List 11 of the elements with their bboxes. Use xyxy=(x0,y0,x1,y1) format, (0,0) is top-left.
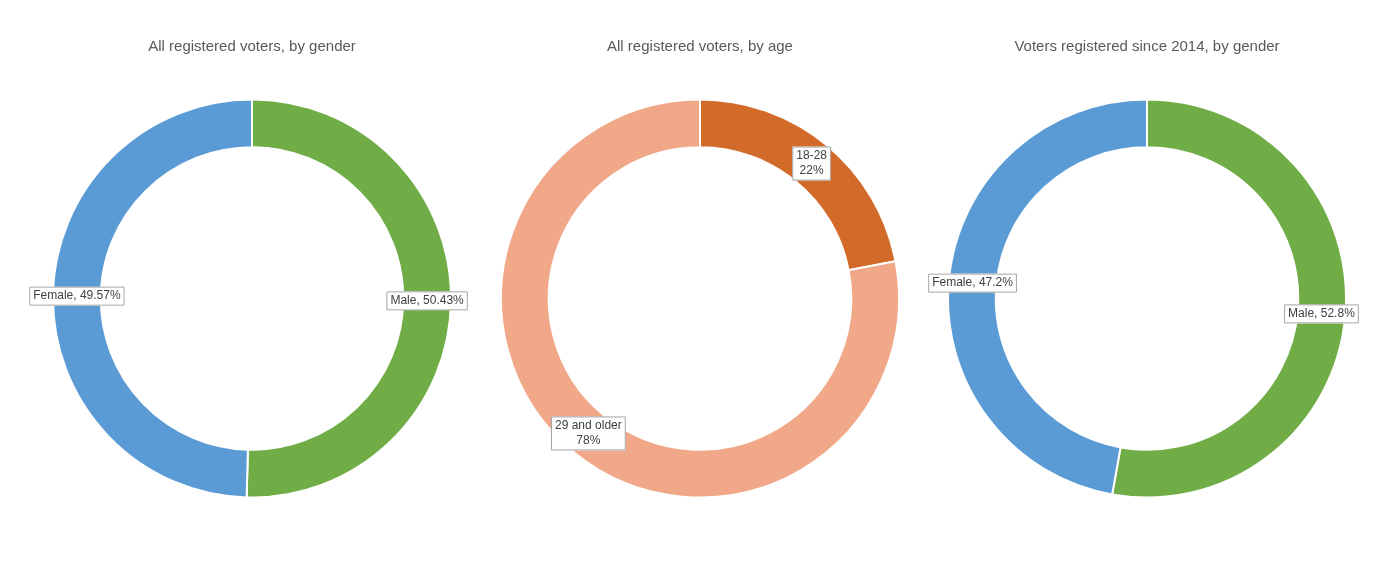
slice-label: Male, 52.8% xyxy=(1288,306,1356,321)
slice-label: Female, 49.57% xyxy=(33,288,121,303)
slice-label: 18-28 xyxy=(796,148,828,163)
data-label: 22% xyxy=(799,163,824,178)
slice-label: 29 and older xyxy=(555,418,622,433)
chart-title: All registered voters, by age xyxy=(607,37,793,55)
data-label: 78% xyxy=(576,433,601,448)
chart-title: All registered voters, by gender xyxy=(148,37,356,55)
slice-label: Male, 50.43% xyxy=(390,293,465,308)
slice-label: Female, 47.2% xyxy=(932,275,1014,290)
chart-title: Voters registered since 2014, by gender xyxy=(1014,37,1280,55)
